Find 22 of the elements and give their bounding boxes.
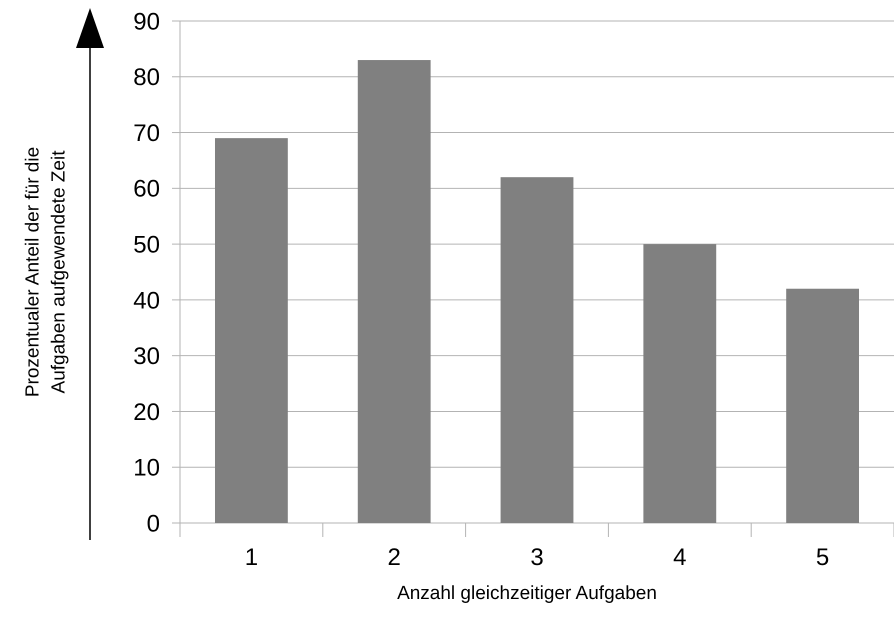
- x-tick-label: 1: [244, 544, 258, 571]
- bar: [786, 288, 860, 523]
- y-tick-label: 30: [133, 343, 160, 370]
- y-tick-label: 60: [133, 176, 160, 203]
- y-tick-label: 80: [133, 64, 160, 92]
- x-tick-label: 2: [388, 544, 401, 571]
- y-tick-label: 0: [146, 510, 160, 538]
- y-tick-label: 50: [133, 232, 160, 259]
- y-tick-label: 10: [133, 454, 160, 482]
- x-tick-label: 3: [530, 544, 544, 571]
- y-tick-label: 70: [133, 120, 160, 147]
- bar: [500, 177, 574, 523]
- y-tick-label: 90: [133, 8, 160, 36]
- bar: [214, 138, 288, 523]
- x-tick-label: 5: [816, 544, 830, 571]
- y-tick-label: 40: [133, 287, 160, 314]
- bar: [358, 60, 431, 523]
- x-tick-label: 4: [673, 544, 686, 571]
- bar: [643, 244, 716, 523]
- y-axis-title: Prozentualer Anteil der für die Aufgaben aufgewendete Zeit: [22, 146, 70, 398]
- y-tick-label: 20: [133, 398, 160, 426]
- x-axis-title: Anzahl gleichzeitiger Aufgaben: [397, 583, 657, 604]
